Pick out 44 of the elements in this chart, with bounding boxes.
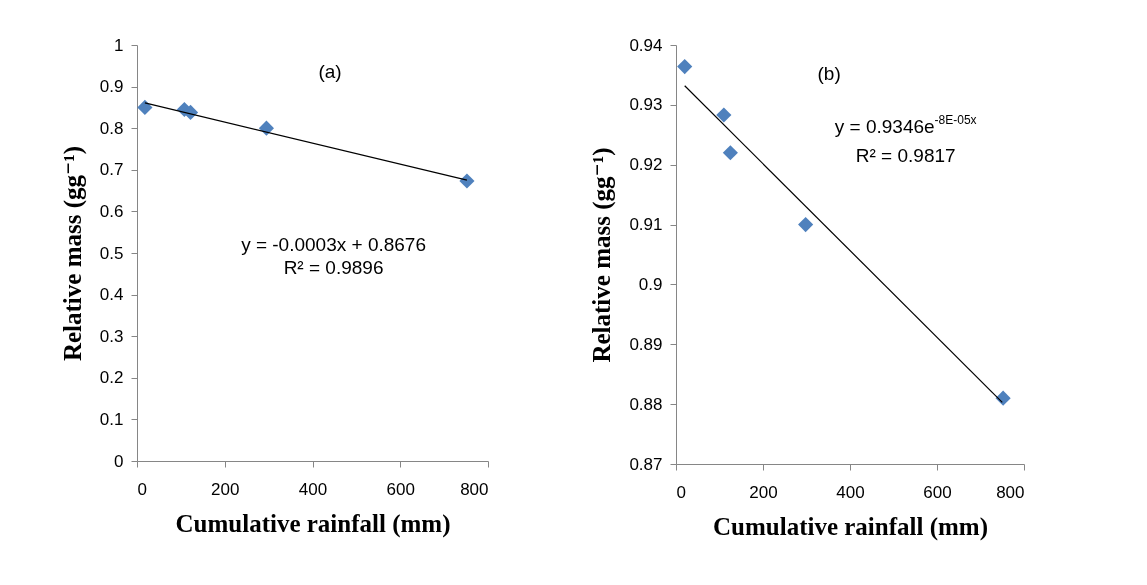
x-tick-label: 800 [996, 482, 1025, 502]
y-tick-label: 0.4 [99, 285, 124, 305]
y-tick-label: 0.5 [99, 243, 124, 263]
point [677, 58, 693, 75]
y-tick-label: 0.94 [629, 35, 663, 55]
x-tick-label: 600 [923, 482, 952, 502]
y-tick-label: 0.7 [99, 160, 124, 180]
y-axis-title: Relative mass (gg⁻¹) [588, 147, 617, 363]
x-tick-label: 0 [676, 482, 686, 502]
annotation: (a) [318, 61, 342, 83]
y-tick-label: 0 [114, 451, 124, 471]
point [798, 216, 814, 233]
y-tick-label: 0.91 [629, 215, 663, 235]
y-tick-label: 0.2 [99, 368, 124, 388]
x-tick-label: 200 [211, 479, 240, 499]
y-tick-label: 0.9 [638, 274, 663, 294]
x-tick-label: 800 [460, 479, 489, 499]
annotation: R² = 0.9896 [283, 256, 384, 278]
point [716, 107, 732, 123]
y-tick-label: 0.88 [629, 394, 663, 414]
y-tick-label: 0.93 [629, 95, 663, 115]
y-tick-label: 0.1 [99, 409, 124, 429]
y-tick-label: 0.9 [99, 77, 124, 97]
x-tick-label: 600 [386, 479, 415, 499]
y-tick-label: 0.3 [99, 326, 124, 346]
x-tick-label: 400 [298, 479, 328, 499]
x-tick-label: 0 [137, 479, 147, 499]
annotation: (b) [817, 63, 841, 85]
x-tick-label: 200 [749, 482, 778, 502]
x-axis-title: Cumulative rainfall (mm) [175, 509, 451, 538]
y-tick-label: 1 [114, 35, 124, 55]
y-tick-label: 0.87 [629, 454, 663, 474]
point [722, 145, 738, 161]
y-tick-label: 0.8 [99, 118, 124, 138]
x-axis-title: Cumulative rainfall (mm) [713, 512, 988, 541]
point [459, 173, 475, 189]
x-tick-label: 400 [836, 482, 865, 502]
y-axis-title: Relative mass (gg⁻¹) [58, 145, 87, 362]
point [137, 99, 153, 115]
y-tick-label: 0.92 [629, 155, 663, 175]
annotation: R² = 0.9817 [855, 145, 956, 167]
y-tick-label: 0.89 [629, 334, 663, 354]
y-tick-label: 0.6 [99, 201, 124, 221]
annotation: y = -0.0003x + 0.8676 [241, 233, 426, 255]
